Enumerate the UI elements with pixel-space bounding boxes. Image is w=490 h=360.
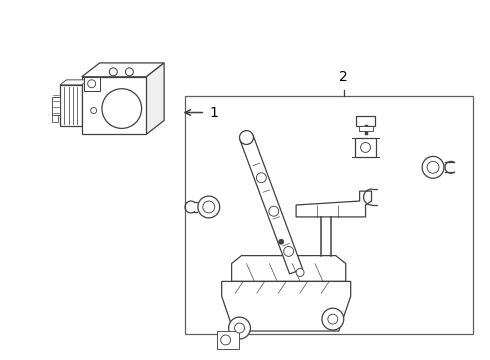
Circle shape (229, 317, 250, 339)
Bar (185, 96, 473, 334)
Circle shape (361, 143, 370, 152)
Circle shape (125, 68, 133, 76)
Bar (60, 85, 82, 126)
Polygon shape (232, 256, 346, 282)
Circle shape (91, 108, 97, 113)
Circle shape (284, 247, 294, 256)
Polygon shape (82, 63, 164, 77)
Circle shape (198, 196, 220, 218)
Circle shape (427, 161, 439, 173)
Circle shape (269, 206, 279, 216)
Circle shape (422, 156, 444, 178)
Circle shape (203, 201, 215, 213)
Bar (355, 138, 376, 157)
Polygon shape (221, 282, 351, 331)
Bar (356, 116, 375, 126)
Circle shape (235, 323, 245, 333)
Circle shape (220, 335, 231, 345)
Polygon shape (240, 135, 303, 274)
Text: 1: 1 (209, 105, 218, 120)
Circle shape (109, 68, 117, 76)
Circle shape (322, 308, 343, 330)
Circle shape (328, 314, 338, 324)
Circle shape (240, 131, 253, 144)
Polygon shape (296, 191, 371, 217)
Bar (82, 77, 147, 134)
Bar (84, 77, 99, 91)
Circle shape (279, 239, 284, 244)
Bar (52, 114, 58, 122)
Bar (359, 126, 372, 131)
Bar (52, 96, 60, 114)
Circle shape (88, 80, 96, 88)
Bar (217, 331, 239, 349)
Polygon shape (147, 63, 164, 134)
Circle shape (102, 89, 142, 129)
Circle shape (256, 173, 267, 183)
Text: 2: 2 (340, 70, 348, 84)
Polygon shape (60, 80, 88, 85)
Circle shape (296, 269, 304, 276)
